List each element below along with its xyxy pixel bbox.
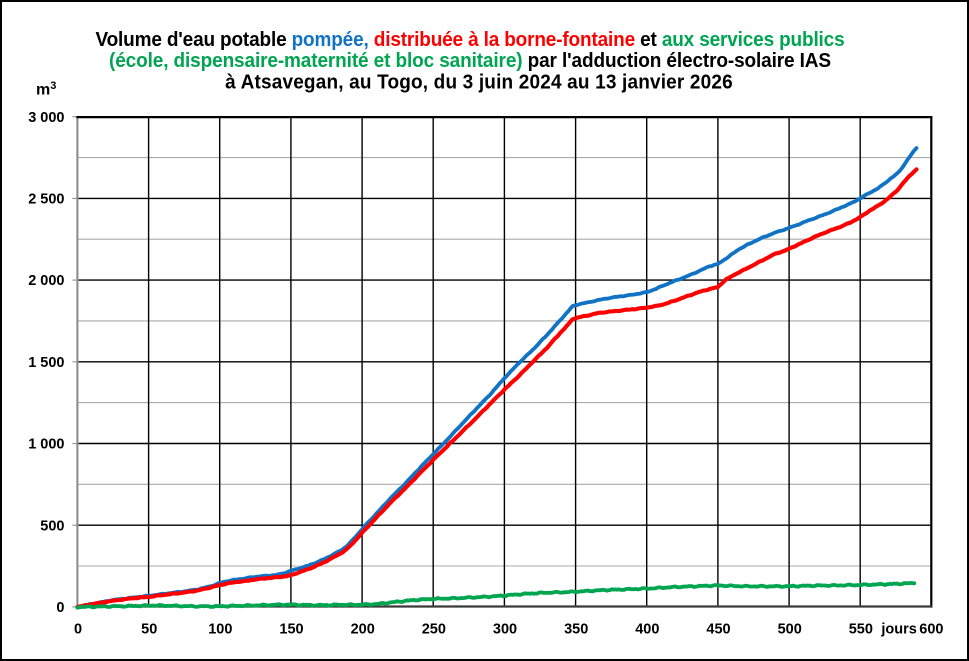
- svg-text:2 500: 2 500: [28, 192, 64, 208]
- svg-text:150: 150: [279, 621, 303, 637]
- svg-text:0: 0: [56, 600, 64, 616]
- svg-text:0: 0: [74, 621, 82, 637]
- svg-text:100: 100: [208, 621, 232, 637]
- svg-text:400: 400: [635, 621, 659, 637]
- svg-text:550: 550: [849, 621, 873, 637]
- svg-text:1 500: 1 500: [28, 355, 64, 371]
- svg-text:50: 50: [141, 621, 157, 637]
- svg-text:jours: jours: [880, 621, 916, 637]
- svg-text:1 000: 1 000: [28, 437, 64, 453]
- svg-text:2 000: 2 000: [28, 273, 64, 289]
- svg-text:300: 300: [493, 621, 517, 637]
- svg-text:250: 250: [422, 621, 446, 637]
- svg-text:350: 350: [564, 621, 588, 637]
- svg-text:500: 500: [778, 621, 802, 637]
- svg-text:450: 450: [706, 621, 730, 637]
- svg-text:m3: m3: [36, 80, 56, 99]
- svg-text:200: 200: [351, 621, 375, 637]
- svg-text:500: 500: [40, 518, 64, 534]
- svg-text:3 000: 3 000: [28, 110, 64, 126]
- svg-text:600: 600: [919, 621, 943, 637]
